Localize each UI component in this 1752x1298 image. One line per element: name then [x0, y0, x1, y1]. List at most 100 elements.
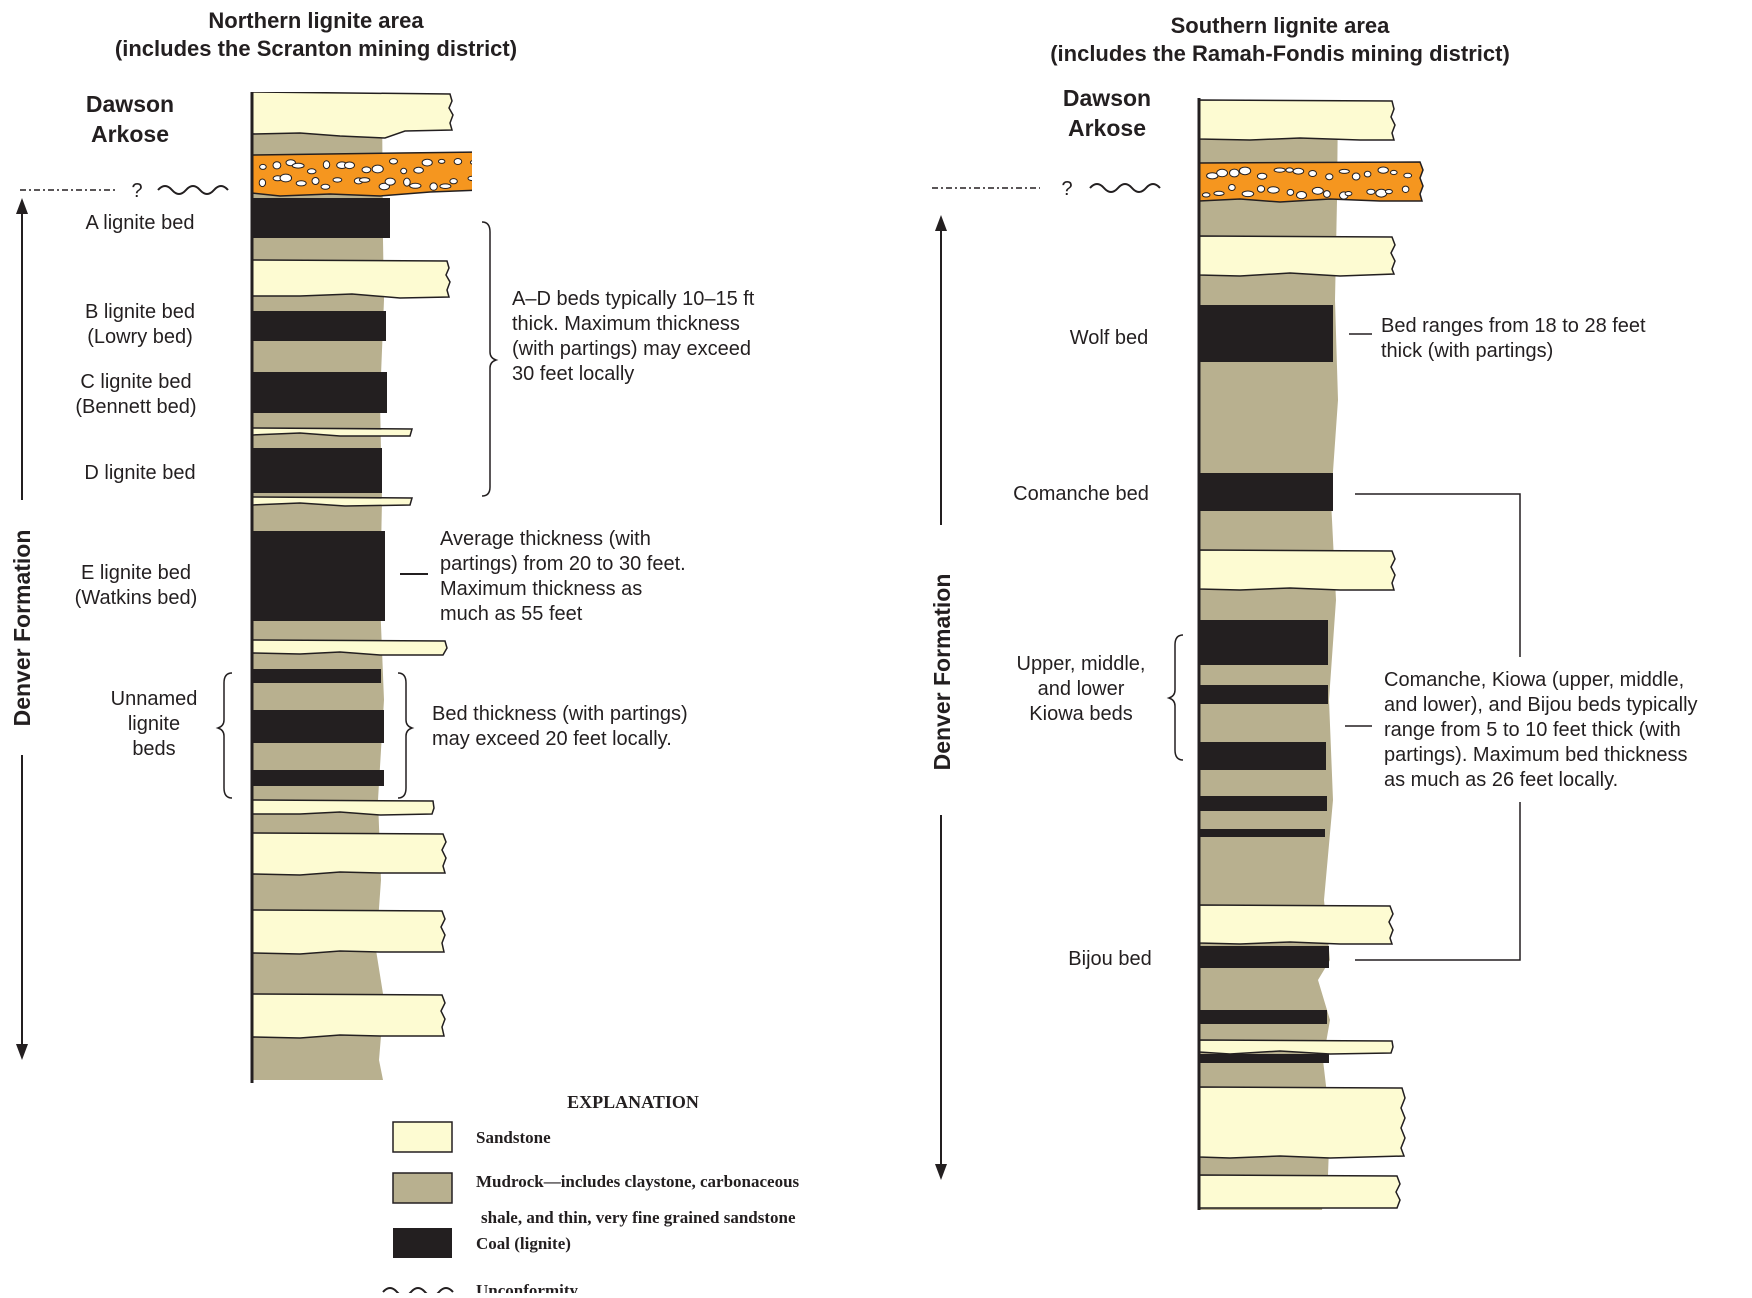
north-question-mark: ?: [131, 180, 142, 202]
south-kiowa-label-1: Upper, middle,: [1017, 653, 1146, 675]
north-bed-e-label-2: (Watkins bed): [75, 587, 198, 609]
north-brace-ad: [481, 221, 499, 497]
south-note-group-line: partings). Maximum bed thickness: [1384, 744, 1687, 766]
pebble: [453, 158, 463, 165]
south-note-group-line: as much as 26 feet locally.: [1384, 769, 1618, 791]
north-coal-e: [252, 531, 385, 621]
pebble: [332, 177, 343, 183]
pebble: [1377, 166, 1389, 174]
north-bed-b-label-1: B lignite bed: [85, 301, 195, 323]
north-coal-unnamed-2: [252, 710, 384, 743]
legend-coal-label: Coal (lignite): [476, 1234, 571, 1253]
legend-sandstone-label: Sandstone: [476, 1128, 551, 1147]
south-note-group: Comanche, Kiowa (upper, middle, and lowe…: [1384, 669, 1698, 791]
pebble: [1351, 172, 1361, 181]
north-sandstone-1: [252, 92, 454, 139]
south-coal-kiowa-upper: [1199, 620, 1328, 665]
south-sandstone-5: [1199, 1039, 1394, 1055]
north-arrowhead-bottom: [16, 1044, 28, 1060]
north-beds: [252, 92, 472, 1039]
north-sandstone-7: [252, 832, 447, 876]
south-section: Southern lignite area (includes the Rama…: [929, 13, 1698, 1210]
south-bed-wolf-label: Wolf bed: [1070, 327, 1149, 349]
pebble: [1403, 172, 1413, 179]
pebble: [1338, 168, 1350, 174]
south-sandstone-3: [1199, 549, 1396, 591]
north-sandstone-6: [252, 799, 435, 816]
pebble: [291, 162, 305, 169]
south-title-line2: (includes the Ramah-Fondis mining distri…: [1050, 41, 1510, 66]
south-bed-comanche-label: Comanche bed: [1013, 483, 1149, 505]
pebble: [344, 161, 355, 170]
pebble: [1401, 185, 1410, 194]
north-note-e-line: Average thickness (with: [440, 528, 651, 550]
south-sandstone-6: [1199, 1086, 1406, 1159]
pebble: [1308, 170, 1317, 177]
north-note-ad-line: (with partings) may exceed: [512, 338, 751, 360]
pebble: [1229, 168, 1240, 178]
south-coal-thin-3: [1199, 1010, 1327, 1024]
north-sandstone-3: [252, 427, 413, 437]
south-note-wolf-line: Bed ranges from 18 to 28 feet: [1381, 315, 1646, 337]
north-note-ad-line: A–D beds typically 10–15 ft: [512, 288, 755, 310]
north-coal-a: [252, 198, 390, 238]
north-unnamed-label-3: beds: [132, 738, 175, 760]
south-conglomerate-pebbles: [1201, 166, 1413, 200]
north-dawson-line2: Arkose: [91, 121, 169, 147]
north-arrowhead-top: [16, 198, 28, 214]
pebble: [1292, 167, 1305, 175]
legend: EXPLANATION Sandstone Mudrock—includes c…: [382, 1092, 800, 1298]
pebble: [469, 160, 472, 165]
north-unconformity-symbol: [157, 185, 229, 195]
south-coal-kiowa-lower: [1199, 742, 1326, 770]
north-sandstone-8: [252, 909, 446, 955]
pebble: [371, 164, 384, 174]
pebble: [272, 161, 282, 170]
south-coal-comanche: [1199, 473, 1333, 511]
pebble: [1273, 167, 1286, 173]
north-note-unnamed-line: Bed thickness (with partings): [432, 703, 688, 725]
legend-unconformity-symbol: [382, 1287, 454, 1297]
north-coal-d: [252, 448, 382, 493]
legend-title: EXPLANATION: [567, 1092, 699, 1112]
north-note-e: Average thickness (with partings) from 2…: [440, 528, 686, 625]
north-conglomerate-pebbles: [258, 158, 472, 191]
pebble: [1363, 170, 1372, 178]
south-coal-thin-2: [1199, 829, 1325, 837]
north-bed-b-label-2: (Lowry bed): [87, 326, 193, 348]
south-kiowa-label-3: Kiowa beds: [1029, 703, 1132, 725]
south-sandstone-4: [1199, 904, 1394, 945]
pebble: [1267, 186, 1280, 194]
north-brace-unnamed-left: [215, 672, 233, 799]
pebble: [1366, 188, 1376, 195]
north-note-ad: A–D beds typically 10–15 ft thick. Maxim…: [512, 288, 755, 385]
pebble: [1216, 168, 1228, 178]
pebble: [1256, 185, 1266, 193]
south-coal-thin-4: [1199, 1054, 1329, 1063]
north-dawson-line1: Dawson: [86, 91, 174, 117]
south-dawson-line1: Dawson: [1063, 85, 1151, 111]
pebble: [1390, 169, 1398, 176]
pebble: [1285, 167, 1294, 173]
south-conglomerate: [1199, 161, 1424, 203]
pebble: [1323, 190, 1331, 198]
pebble: [403, 177, 411, 187]
legend-sandstone-swatch: [392, 1121, 453, 1153]
legend-mudrock-swatch: [392, 1172, 453, 1204]
north-note-ad-line: 30 feet locally: [512, 363, 634, 385]
pebble: [400, 167, 408, 175]
north-sandstone-4: [252, 496, 413, 507]
south-coal-bijou: [1199, 946, 1329, 968]
south-bed-bijou-label: Bijou bed: [1068, 948, 1151, 970]
south-sandstone-7: [1199, 1174, 1401, 1209]
south-coal-thin-1: [1199, 796, 1327, 811]
north-unnamed-label-2: lignite: [128, 713, 180, 735]
south-note-group-line: and lower), and Bijou beds typically: [1384, 694, 1698, 716]
pebble: [259, 163, 267, 170]
north-section: Northern lignite area (includes the Scra…: [9, 8, 755, 1083]
pebble: [1311, 186, 1324, 195]
pebble: [1384, 189, 1393, 195]
south-title-line1: Southern lignite area: [1171, 13, 1391, 38]
pebble: [467, 175, 472, 182]
north-title-line2: (includes the Scranton mining district): [115, 36, 517, 61]
